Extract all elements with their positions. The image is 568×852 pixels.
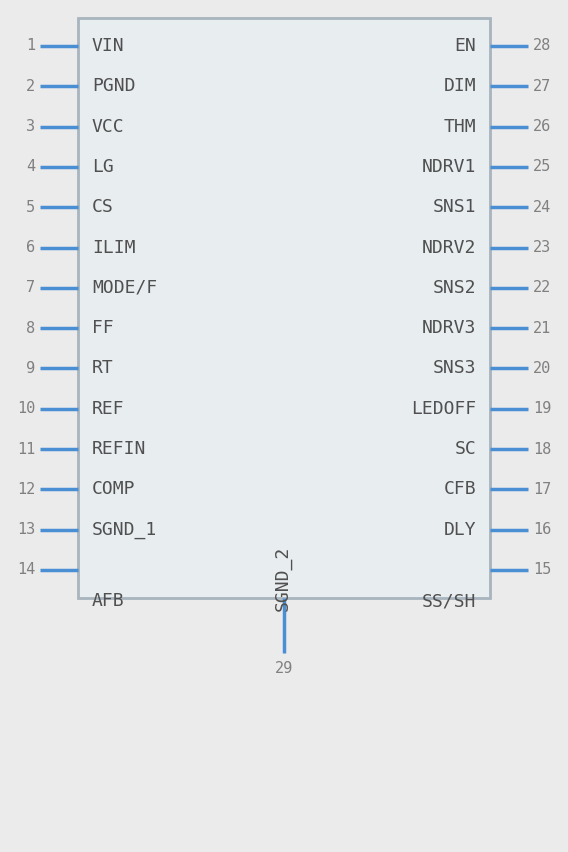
Text: REF: REF xyxy=(92,400,124,417)
Text: 18: 18 xyxy=(533,441,552,457)
Text: 29: 29 xyxy=(275,661,293,676)
Text: REFIN: REFIN xyxy=(92,440,147,458)
Text: FF: FF xyxy=(92,320,114,337)
Text: 15: 15 xyxy=(533,562,552,578)
Text: NDRV2: NDRV2 xyxy=(421,239,476,256)
Text: SS/SH: SS/SH xyxy=(421,592,476,610)
Text: 23: 23 xyxy=(533,240,552,255)
Text: 19: 19 xyxy=(533,401,552,417)
Text: 1: 1 xyxy=(26,38,35,54)
Text: LG: LG xyxy=(92,158,114,176)
Text: 2: 2 xyxy=(26,78,35,94)
Text: 25: 25 xyxy=(533,159,552,175)
Text: COMP: COMP xyxy=(92,481,136,498)
Text: 22: 22 xyxy=(533,280,552,296)
Text: 20: 20 xyxy=(533,361,552,376)
Text: 4: 4 xyxy=(26,159,35,175)
Text: RT: RT xyxy=(92,360,114,377)
Text: 16: 16 xyxy=(533,522,552,538)
Text: SGND_1: SGND_1 xyxy=(92,521,157,538)
Text: 11: 11 xyxy=(16,441,35,457)
Text: NDRV3: NDRV3 xyxy=(421,320,476,337)
Text: 28: 28 xyxy=(533,38,552,54)
Text: 17: 17 xyxy=(533,482,552,497)
Text: THM: THM xyxy=(444,118,476,135)
Text: SNS1: SNS1 xyxy=(432,199,476,216)
Text: 7: 7 xyxy=(26,280,35,296)
Text: 13: 13 xyxy=(16,522,35,538)
Text: MODE/F: MODE/F xyxy=(92,279,157,296)
Text: SNS3: SNS3 xyxy=(432,360,476,377)
Text: SC: SC xyxy=(454,440,476,458)
Text: SNS2: SNS2 xyxy=(432,279,476,296)
Text: CS: CS xyxy=(92,199,114,216)
Text: EN: EN xyxy=(454,37,476,55)
Text: 14: 14 xyxy=(16,562,35,578)
Text: 5: 5 xyxy=(26,199,35,215)
Text: AFB: AFB xyxy=(92,592,124,610)
Text: 21: 21 xyxy=(533,320,552,336)
Text: VIN: VIN xyxy=(92,37,124,55)
Text: LEDOFF: LEDOFF xyxy=(411,400,476,417)
Text: 6: 6 xyxy=(26,240,35,255)
Bar xyxy=(78,18,490,598)
Text: PGND: PGND xyxy=(92,78,136,95)
Text: 9: 9 xyxy=(26,361,35,376)
Text: 10: 10 xyxy=(16,401,35,417)
Text: CFB: CFB xyxy=(444,481,476,498)
Text: DLY: DLY xyxy=(444,521,476,538)
Text: SGND_2: SGND_2 xyxy=(274,545,292,611)
Text: ILIM: ILIM xyxy=(92,239,136,256)
Text: 12: 12 xyxy=(16,482,35,497)
Text: NDRV1: NDRV1 xyxy=(421,158,476,176)
Text: 27: 27 xyxy=(533,78,552,94)
Text: 8: 8 xyxy=(26,320,35,336)
Text: 26: 26 xyxy=(533,119,552,134)
Text: VCC: VCC xyxy=(92,118,124,135)
Text: DIM: DIM xyxy=(444,78,476,95)
Text: 3: 3 xyxy=(26,119,35,134)
Text: 24: 24 xyxy=(533,199,552,215)
